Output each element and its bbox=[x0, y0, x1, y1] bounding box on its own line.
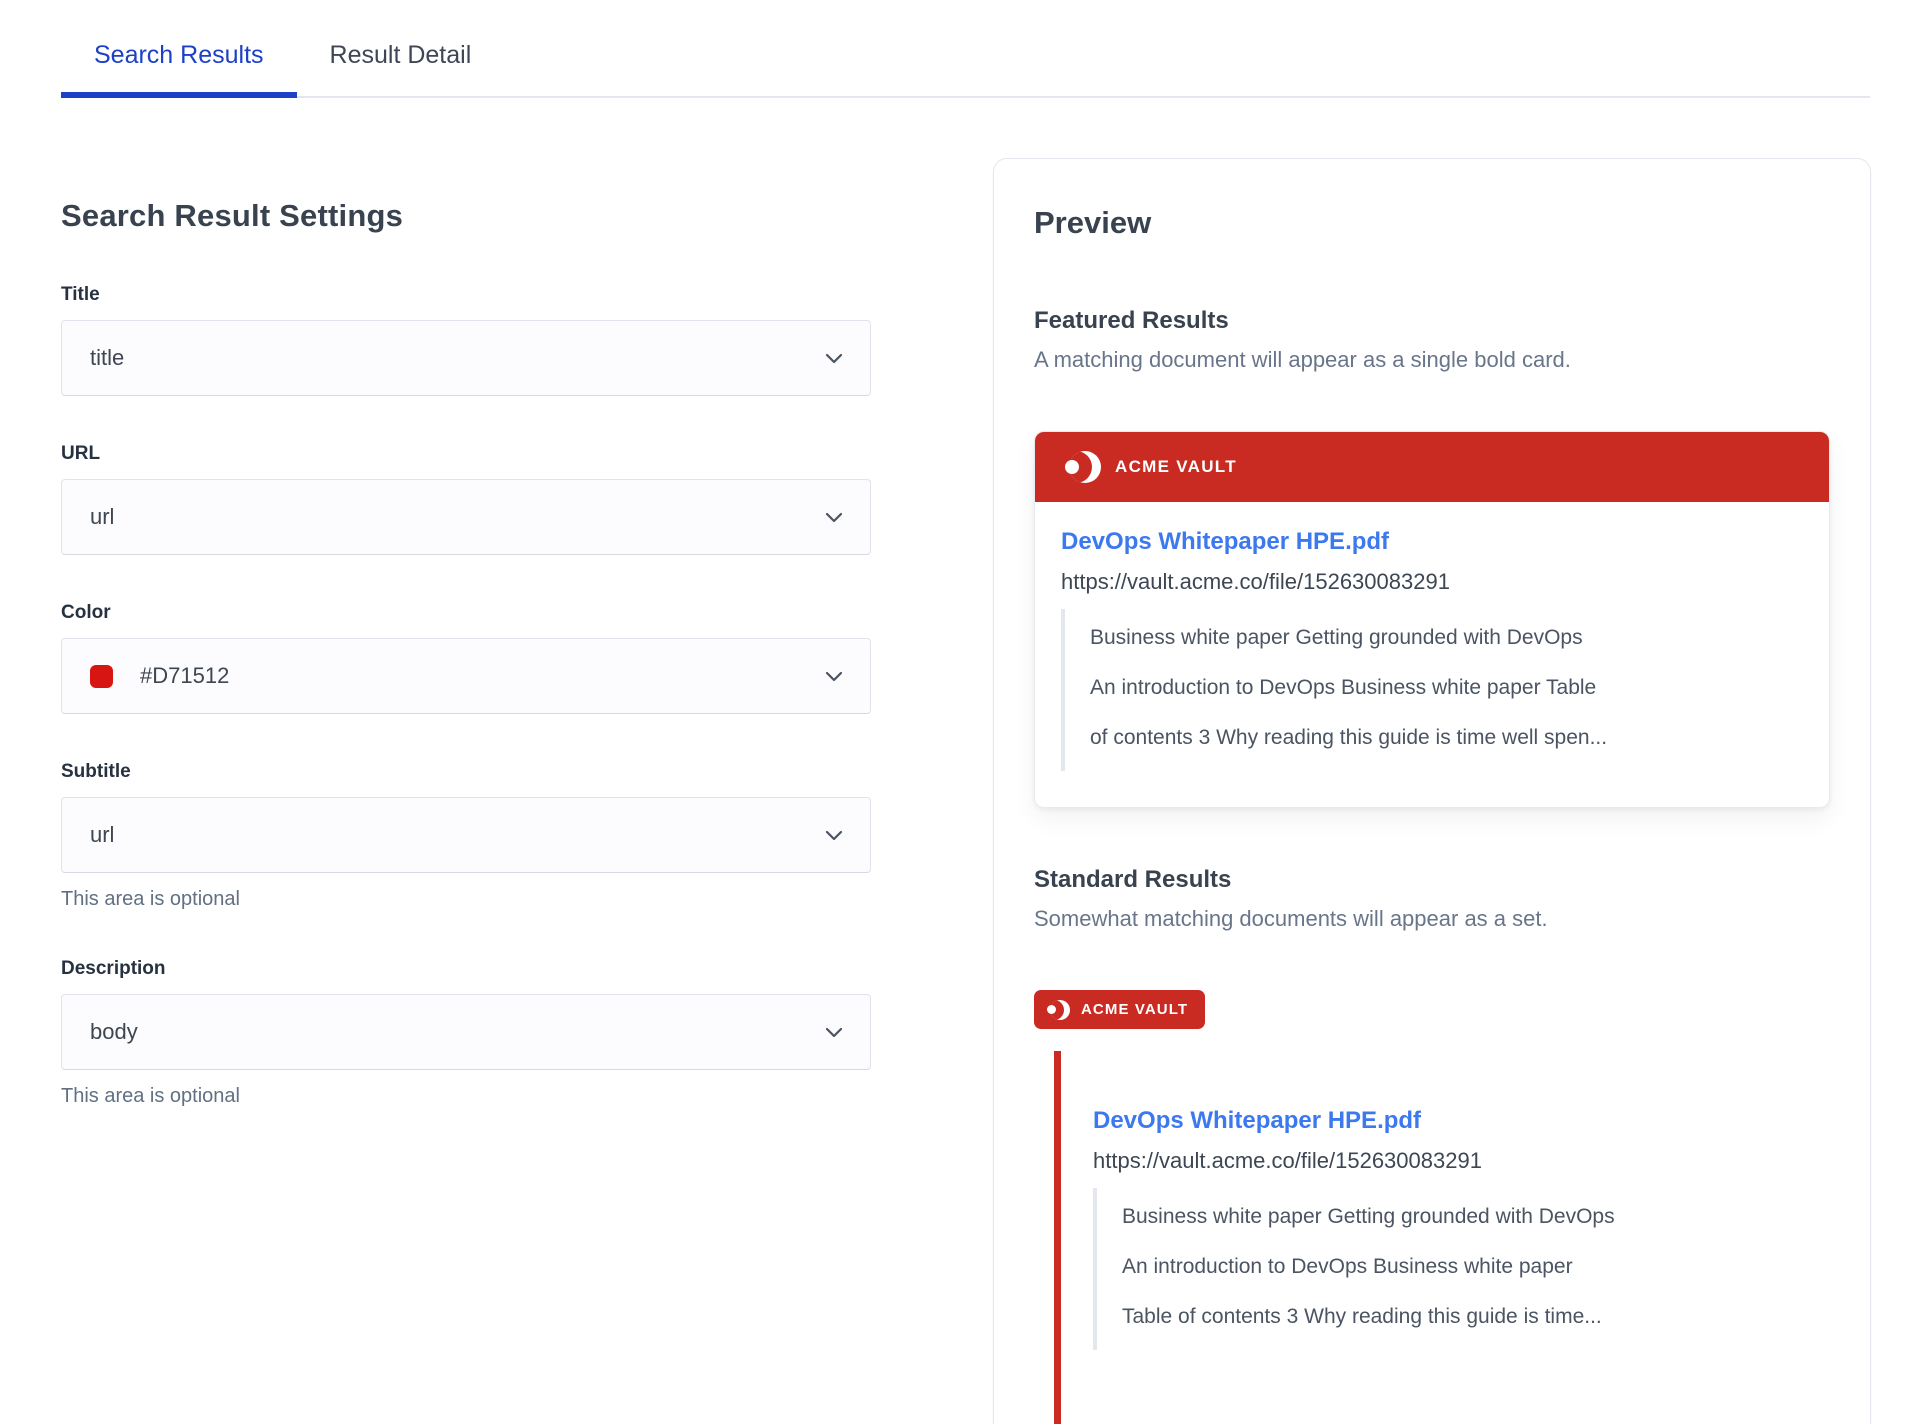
featured-result-card: ACME VAULT DevOps Whitepaper HPE.pdf htt… bbox=[1034, 431, 1830, 808]
standard-doc-snippet: Business white paper Getting grounded wi… bbox=[1093, 1188, 1830, 1350]
featured-source-label: ACME VAULT bbox=[1115, 457, 1237, 476]
title-select-value: title bbox=[90, 345, 125, 370]
subtitle-field: Subtitle url This area is optional bbox=[61, 761, 871, 911]
snippet-line: Business white paper Getting grounded wi… bbox=[1090, 626, 1583, 649]
standard-badge-label: ACME VAULT bbox=[1081, 1001, 1189, 1018]
description-field-label: Description bbox=[61, 958, 166, 979]
standard-results-title: Standard Results bbox=[1034, 866, 1232, 893]
snippet-line: of contents 3 Why reading this guide is … bbox=[1090, 726, 1608, 749]
standard-source-badge: ACME VAULT bbox=[1034, 990, 1206, 1029]
color-swatch bbox=[90, 664, 113, 688]
chevron-down-icon bbox=[822, 664, 846, 688]
description-helper-text: This area is optional bbox=[61, 1085, 240, 1107]
chevron-down-icon bbox=[822, 346, 846, 370]
url-select-value: url bbox=[90, 504, 115, 529]
chevron-down-icon bbox=[822, 823, 846, 847]
search-result-settings-panel: Search Result Settings Title title URL u… bbox=[61, 98, 871, 1424]
tab-result-detail[interactable]: Result Detail bbox=[329, 41, 472, 69]
tab-bar: Search Results Result Detail bbox=[61, 0, 1870, 98]
main-content: Search Result Settings Title title URL u… bbox=[0, 98, 1932, 1424]
featured-results-subtitle: A matching document will appear as a sin… bbox=[1034, 347, 1571, 372]
standard-doc-url: https://vault.acme.co/file/152630083291 bbox=[1093, 1148, 1482, 1173]
featured-card-body: DevOps Whitepaper HPE.pdf https://vault.… bbox=[1035, 502, 1829, 807]
url-field: URL url bbox=[61, 443, 871, 555]
title-field-label: Title bbox=[61, 284, 100, 305]
snippet-line: Business white paper Getting grounded wi… bbox=[1122, 1205, 1615, 1228]
color-field: Color #D71512 bbox=[61, 602, 871, 714]
featured-doc-link[interactable]: DevOps Whitepaper HPE.pdf bbox=[1061, 528, 1390, 555]
settings-heading: Search Result Settings bbox=[61, 198, 404, 233]
description-select-value: body bbox=[90, 1019, 138, 1044]
featured-results-title: Featured Results bbox=[1034, 307, 1229, 334]
preview-heading: Preview bbox=[1034, 205, 1152, 240]
chevron-down-icon bbox=[822, 1020, 846, 1044]
url-select[interactable]: url bbox=[61, 479, 871, 555]
tab-search-results[interactable]: Search Results bbox=[61, 16, 297, 98]
color-field-label: Color bbox=[61, 602, 111, 623]
description-field: Description body This area is optional bbox=[61, 958, 871, 1108]
subtitle-select[interactable]: url bbox=[61, 797, 871, 873]
featured-doc-snippet: Business white paper Getting grounded wi… bbox=[1061, 609, 1793, 771]
subtitle-helper-text: This area is optional bbox=[61, 888, 240, 910]
snippet-line: An introduction to DevOps Business white… bbox=[1090, 676, 1597, 699]
title-select[interactable]: title bbox=[61, 320, 871, 396]
acme-vault-logo-icon bbox=[1065, 450, 1101, 484]
preview-panel: Preview Featured Results A matching docu… bbox=[993, 98, 1871, 1424]
standard-doc-link[interactable]: DevOps Whitepaper HPE.pdf bbox=[1093, 1107, 1422, 1134]
title-field: Title title bbox=[61, 284, 871, 396]
preview-card: Preview Featured Results A matching docu… bbox=[993, 158, 1871, 1424]
acme-vault-logo-icon bbox=[1047, 999, 1070, 1020]
color-select-value: #D71512 bbox=[140, 663, 230, 688]
subtitle-select-value: url bbox=[90, 822, 115, 847]
url-field-label: URL bbox=[61, 443, 101, 464]
standard-result-item: DevOps Whitepaper HPE.pdf https://vault.… bbox=[1054, 1051, 1830, 1424]
featured-doc-url: https://vault.acme.co/file/152630083291 bbox=[1061, 569, 1450, 594]
snippet-line: An introduction to DevOps Business white… bbox=[1122, 1255, 1573, 1278]
featured-card-source-header: ACME VAULT bbox=[1035, 432, 1829, 502]
snippet-line: Table of contents 3 Why reading this gui… bbox=[1122, 1305, 1602, 1328]
color-select[interactable]: #D71512 bbox=[61, 638, 871, 714]
standard-results-subtitle: Somewhat matching documents will appear … bbox=[1034, 906, 1548, 931]
subtitle-field-label: Subtitle bbox=[61, 761, 131, 782]
chevron-down-icon bbox=[822, 505, 846, 529]
description-select[interactable]: body bbox=[61, 994, 871, 1070]
